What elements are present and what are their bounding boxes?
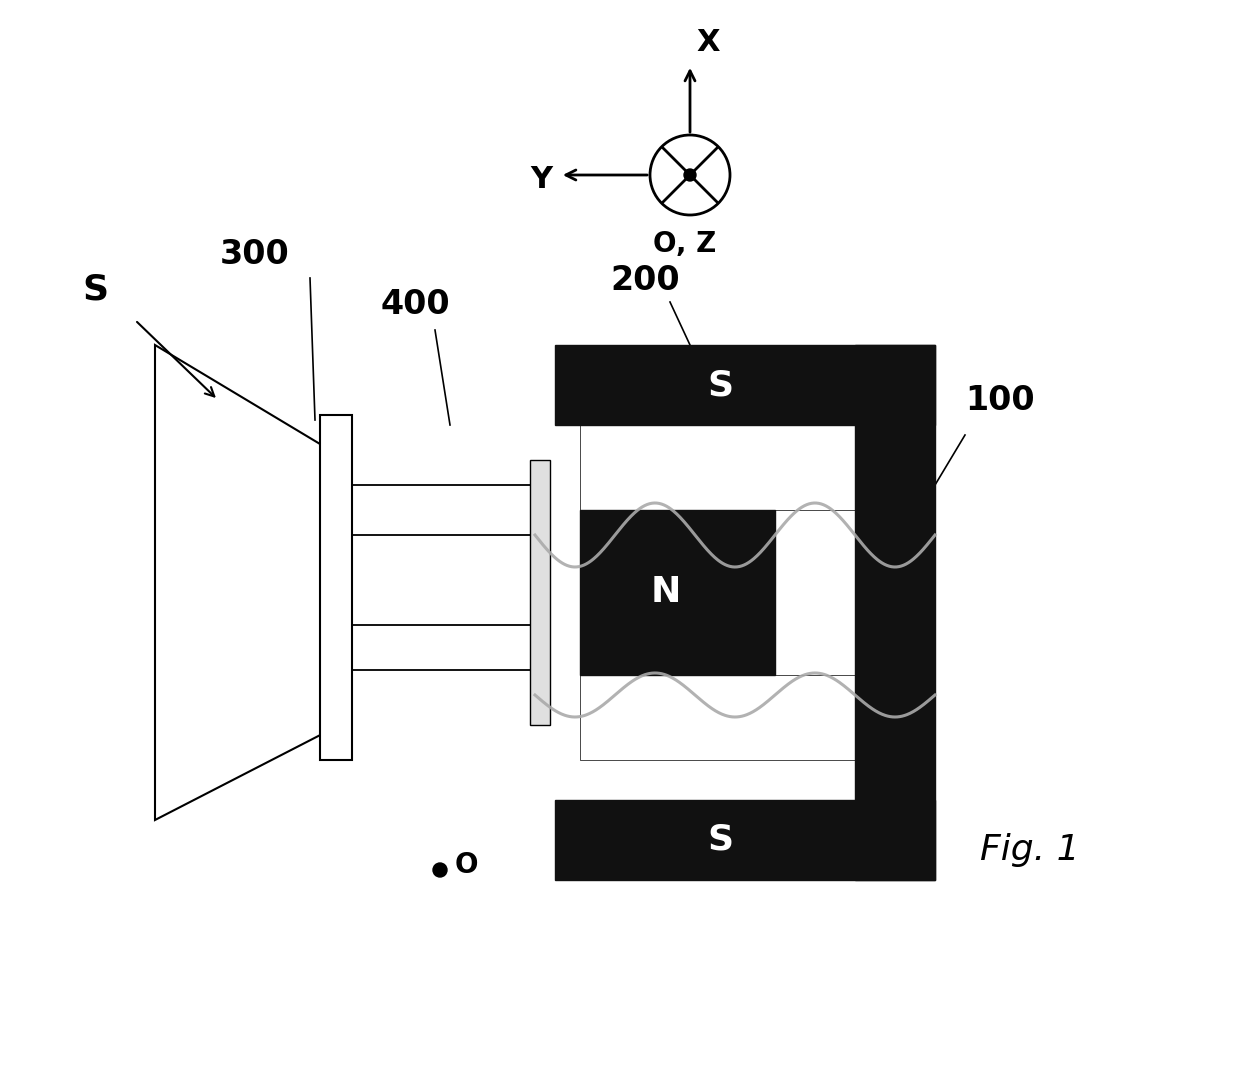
Bar (580, 675, 856, 760)
Circle shape (684, 169, 696, 181)
Bar (856, 345, 935, 880)
Text: S: S (82, 273, 108, 307)
Text: O, Z: O, Z (653, 230, 717, 258)
Text: O: O (455, 851, 479, 879)
Text: 200: 200 (610, 264, 680, 297)
Bar (320, 415, 352, 760)
Text: X: X (696, 28, 719, 57)
Text: S: S (707, 368, 733, 402)
Text: 300: 300 (221, 239, 290, 271)
Text: 400: 400 (381, 288, 450, 322)
Bar (580, 425, 856, 510)
Text: N: N (650, 576, 681, 609)
Bar (556, 799, 935, 880)
Circle shape (433, 863, 446, 877)
Bar (529, 461, 551, 725)
Text: 100: 100 (965, 383, 1035, 416)
Bar (556, 345, 935, 425)
Text: Y: Y (529, 165, 552, 194)
Polygon shape (155, 345, 330, 820)
Bar (580, 510, 775, 675)
Text: Fig. 1: Fig. 1 (980, 833, 1080, 867)
Text: S: S (707, 823, 733, 856)
